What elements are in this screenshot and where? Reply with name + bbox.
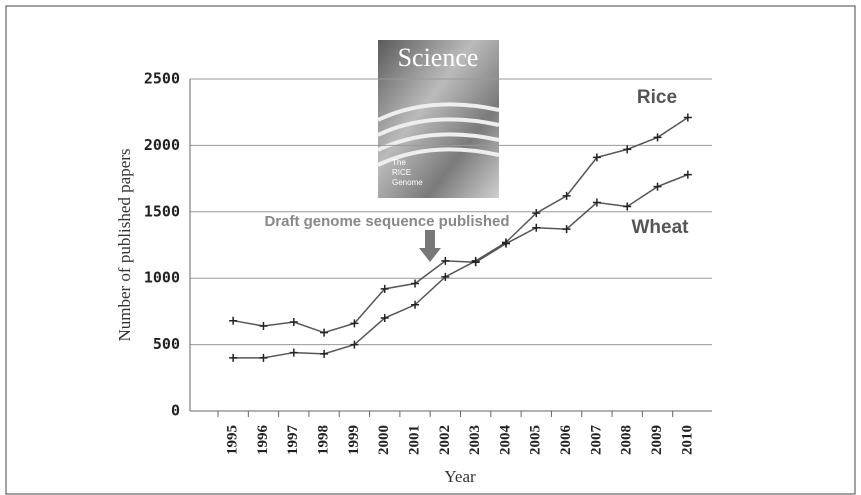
- point-marker: [290, 318, 298, 326]
- x-tick-label: 2001: [406, 425, 422, 455]
- x-tick-label: 2003: [467, 425, 483, 455]
- x-tick-label: 1996: [255, 425, 271, 456]
- x-tick-label: 1995: [225, 425, 241, 455]
- point-marker: [654, 133, 662, 141]
- point-marker: [684, 171, 692, 179]
- cover-line: The: [392, 158, 406, 167]
- y-tick-label: 2000: [144, 136, 180, 154]
- y-tick-label: 1000: [144, 269, 180, 287]
- series-line: [233, 175, 688, 333]
- x-tick-label: 2005: [528, 425, 544, 455]
- point-marker: [320, 329, 328, 337]
- point-marker: [229, 354, 237, 362]
- page: {"chart_data": {"type": "line", "x_label…: [0, 0, 861, 495]
- point-marker: [259, 322, 267, 330]
- point-marker: [259, 354, 267, 362]
- x-tick-label: 2010: [679, 425, 695, 455]
- x-tick-label: 2006: [558, 425, 574, 456]
- x-tick-label: 1999: [346, 425, 362, 455]
- x-tick-label: 2000: [376, 425, 392, 455]
- point-marker: [229, 317, 237, 325]
- cover: Science The RICE Genome: [378, 40, 499, 198]
- point-marker: [320, 350, 328, 358]
- point-marker: [532, 224, 540, 232]
- y-axis-title: Number of published papers: [115, 148, 134, 341]
- x-tick-label: 2007: [588, 425, 604, 456]
- y-tick-label: 2500: [144, 70, 180, 88]
- point-marker: [502, 240, 510, 248]
- point-marker: [684, 114, 692, 122]
- x-tick-label: 2002: [437, 425, 453, 455]
- point-marker: [623, 202, 631, 210]
- point-marker: [623, 145, 631, 153]
- series-label: Rice: [637, 87, 677, 108]
- point-marker: [290, 349, 298, 357]
- annotation-arrow: [419, 230, 441, 262]
- x-tick-label: 2008: [619, 425, 635, 455]
- x-tick-label: 1997: [285, 425, 301, 456]
- cover-title: Science: [398, 43, 479, 72]
- x-tick-label: 1998: [316, 425, 332, 455]
- y-tick-label: 0: [171, 402, 180, 420]
- chart: Science The RICE Genome Draft genome seq…: [0, 0, 861, 495]
- y-tick-label: 1500: [144, 202, 180, 220]
- cover-line: Genome: [392, 178, 423, 187]
- annotation: Draft genome sequence published: [264, 213, 509, 230]
- point-marker: [654, 183, 662, 191]
- x-axis-title: Year: [444, 467, 476, 486]
- cover-line: RICE: [392, 168, 411, 177]
- x-tick-label: 2004: [497, 425, 513, 456]
- x-tick-label: 2009: [649, 425, 665, 455]
- series-label: Wheat: [632, 217, 690, 238]
- y-tick-label: 500: [153, 335, 180, 353]
